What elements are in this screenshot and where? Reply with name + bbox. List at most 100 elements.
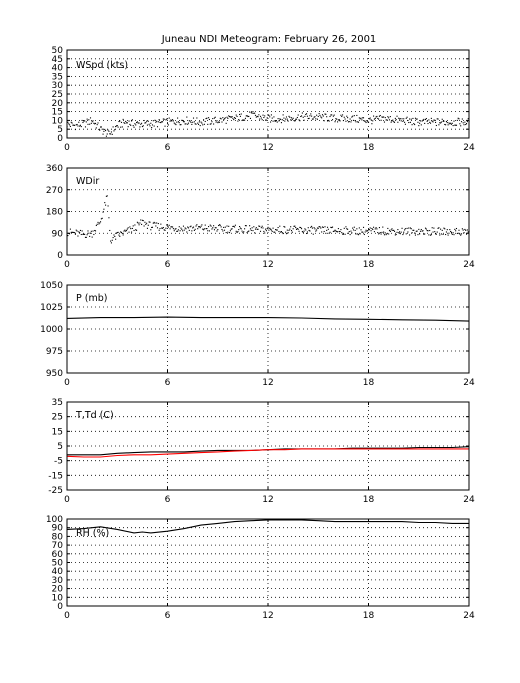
data-point xyxy=(226,116,228,118)
data-point xyxy=(287,232,289,234)
data-point xyxy=(262,114,264,116)
data-point xyxy=(184,227,186,229)
data-point xyxy=(205,228,207,230)
data-point xyxy=(120,121,123,123)
data-point xyxy=(369,117,371,119)
data-point xyxy=(239,225,241,228)
data-point xyxy=(370,119,372,121)
data-point xyxy=(115,238,117,240)
data-point xyxy=(136,221,138,223)
data-point xyxy=(374,117,376,120)
data-point xyxy=(311,118,313,120)
data-point xyxy=(85,236,87,238)
data-point xyxy=(153,221,155,223)
data-point xyxy=(95,127,97,129)
data-point xyxy=(203,228,205,230)
x-tick-label: 6 xyxy=(165,611,171,621)
data-point xyxy=(93,233,95,236)
data-point xyxy=(398,232,400,234)
y-tick-label: 1000 xyxy=(40,325,63,335)
data-point xyxy=(325,232,327,234)
data-point xyxy=(182,121,185,123)
data-point xyxy=(271,230,273,232)
data-point xyxy=(113,130,115,132)
data-point xyxy=(256,115,258,117)
data-point xyxy=(165,227,167,229)
y-tick-label: 10 xyxy=(52,593,64,603)
data-point xyxy=(156,222,158,224)
data-point xyxy=(378,227,380,229)
data-point xyxy=(343,116,345,118)
data-point xyxy=(383,121,386,123)
data-point xyxy=(171,120,173,122)
data-point xyxy=(284,120,286,122)
data-point xyxy=(179,230,181,232)
data-point xyxy=(416,230,418,232)
data-point xyxy=(459,233,461,235)
data-point xyxy=(379,232,381,234)
data-point xyxy=(191,230,193,232)
data-point xyxy=(90,122,92,124)
data-point xyxy=(354,120,356,122)
data-point xyxy=(267,226,269,228)
data-point xyxy=(198,121,200,123)
data-point xyxy=(458,118,460,120)
data-point xyxy=(228,232,231,234)
data-point xyxy=(408,227,410,229)
data-point xyxy=(206,117,208,119)
data-point xyxy=(373,115,375,117)
data-point xyxy=(222,117,224,119)
data-point xyxy=(204,120,206,123)
data-point xyxy=(454,228,456,230)
data-point xyxy=(177,230,179,232)
data-point xyxy=(146,124,148,126)
data-point xyxy=(190,225,192,227)
data-point xyxy=(309,115,311,117)
data-point xyxy=(223,229,226,231)
data-point xyxy=(435,233,437,235)
data-point xyxy=(214,227,216,229)
data-point xyxy=(278,230,280,233)
data-point xyxy=(325,113,327,115)
data-point xyxy=(335,118,337,120)
x-tick-label: 18 xyxy=(363,611,375,621)
data-point xyxy=(202,228,204,230)
data-point xyxy=(409,118,411,120)
x-tick-label: 6 xyxy=(165,260,171,270)
data-point xyxy=(146,222,148,224)
data-point xyxy=(119,120,121,122)
y-tick-label: 270 xyxy=(46,186,63,196)
data-point xyxy=(89,117,92,119)
data-point xyxy=(207,230,209,232)
data-point xyxy=(342,233,344,235)
data-point xyxy=(413,123,415,125)
data-point xyxy=(390,229,392,231)
data-point xyxy=(433,227,435,229)
data-point xyxy=(105,129,107,132)
data-point xyxy=(419,120,422,122)
data-point xyxy=(410,118,412,120)
data-point xyxy=(258,114,260,116)
data-point xyxy=(84,120,86,122)
data-point xyxy=(70,231,72,233)
data-point xyxy=(389,116,391,118)
data-point xyxy=(270,121,272,123)
data-point xyxy=(251,227,253,229)
data-point xyxy=(301,115,303,117)
data-point xyxy=(388,119,391,121)
data-point xyxy=(141,122,143,124)
x-tick-label: 12 xyxy=(262,611,273,621)
data-point xyxy=(291,231,293,233)
data-point xyxy=(178,122,180,124)
data-point xyxy=(241,230,243,232)
data-point xyxy=(196,117,198,119)
y-tick-label: -15 xyxy=(48,471,63,481)
data-point xyxy=(375,116,377,118)
data-point xyxy=(173,122,175,124)
data-point xyxy=(435,233,437,235)
data-point xyxy=(231,228,233,230)
data-point xyxy=(120,231,123,234)
data-point xyxy=(188,120,190,122)
data-point xyxy=(265,230,267,232)
data-point xyxy=(437,227,439,229)
